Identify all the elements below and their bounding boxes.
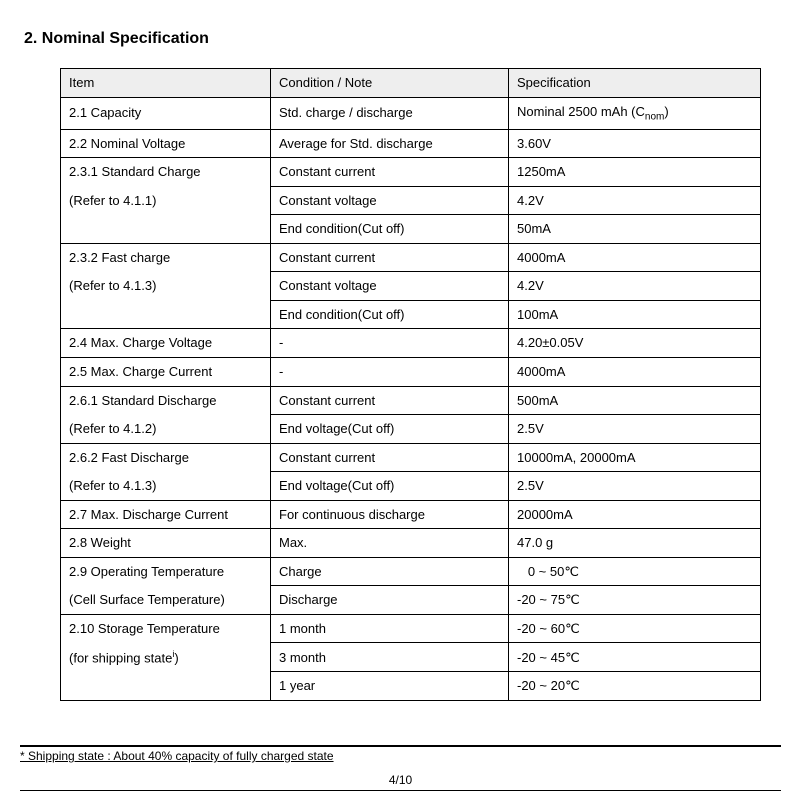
cell-spec: 0 ~ 50℃ (509, 557, 761, 586)
table-row: (for shipping statei)3 month-20 ~ 45℃ (61, 643, 761, 672)
cell-item (61, 672, 271, 701)
cell-spec: 1250mA (509, 158, 761, 187)
cell-spec: 2.5V (509, 472, 761, 501)
table-row: 2.2 Nominal VoltageAverage for Std. disc… (61, 129, 761, 158)
cell-spec: -20 ~ 45℃ (509, 643, 761, 672)
cell-spec: 100mA (509, 300, 761, 329)
cell-condition: For continuous discharge (271, 500, 509, 529)
table-row: (Refer to 4.1.1)Constant voltage4.2V (61, 186, 761, 215)
table-row: (Cell Surface Temperature)Discharge-20 ~… (61, 586, 761, 615)
table-row: 2.3.2 Fast chargeConstant current4000mA (61, 243, 761, 272)
cell-item: 2.5 Max. Charge Current (61, 358, 271, 387)
cell-spec: 20000mA (509, 500, 761, 529)
spec-table: ItemCondition / NoteSpecification2.1 Cap… (60, 68, 761, 701)
cell-item: 2.10 Storage Temperature (61, 614, 271, 643)
cell-item: 2.3.1 Standard Charge (61, 158, 271, 187)
cell-condition: 1 month (271, 614, 509, 643)
cell-spec: Nominal 2500 mAh (Cnom) (509, 97, 761, 129)
cell-condition: End voltage(Cut off) (271, 472, 509, 501)
cell-condition: Discharge (271, 586, 509, 615)
cell-condition: Constant voltage (271, 186, 509, 215)
page-number: 4/10 (0, 773, 801, 787)
cell-condition: Max. (271, 529, 509, 558)
table-header-item: Item (61, 69, 271, 98)
table-row: 2.10 Storage Temperature1 month-20 ~ 60℃ (61, 614, 761, 643)
cell-condition: Constant current (271, 443, 509, 472)
table-row: 2.6.2 Fast DischargeConstant current1000… (61, 443, 761, 472)
cell-spec: 2.5V (509, 415, 761, 444)
cell-spec: 500mA (509, 386, 761, 415)
cell-item: 2.1 Capacity (61, 97, 271, 129)
cell-spec: 4000mA (509, 243, 761, 272)
table-row: End condition(Cut off)100mA (61, 300, 761, 329)
cell-item: (Refer to 4.1.1) (61, 186, 271, 215)
table-row: 2.1 CapacityStd. charge / dischargeNomin… (61, 97, 761, 129)
table-row: 2.5 Max. Charge Current-4000mA (61, 358, 761, 387)
cell-spec: -20 ~ 60℃ (509, 614, 761, 643)
cell-item: 2.3.2 Fast charge (61, 243, 271, 272)
table-row: 2.7 Max. Discharge CurrentFor continuous… (61, 500, 761, 529)
cell-condition: Constant voltage (271, 272, 509, 301)
cell-spec: 4000mA (509, 358, 761, 387)
cell-spec: -20 ~ 20℃ (509, 672, 761, 701)
cell-item: 2.8 Weight (61, 529, 271, 558)
spec-table-container: ItemCondition / NoteSpecification2.1 Cap… (60, 68, 761, 701)
cell-item: (for shipping statei) (61, 643, 271, 672)
cell-condition: End condition(Cut off) (271, 215, 509, 244)
table-header-row: ItemCondition / NoteSpecification (61, 69, 761, 98)
cell-condition: - (271, 358, 509, 387)
footnote-text: * Shipping state : About 40% capacity of… (20, 747, 781, 763)
cell-item (61, 215, 271, 244)
cell-spec: 50mA (509, 215, 761, 244)
cell-spec: -20 ~ 75℃ (509, 586, 761, 615)
table-row: 2.6.1 Standard DischargeConstant current… (61, 386, 761, 415)
table-header-condition: Condition / Note (271, 69, 509, 98)
cell-item: 2.4 Max. Charge Voltage (61, 329, 271, 358)
cell-item (61, 300, 271, 329)
cell-condition: Charge (271, 557, 509, 586)
table-header-spec: Specification (509, 69, 761, 98)
table-row: 2.3.1 Standard ChargeConstant current125… (61, 158, 761, 187)
table-row: 2.4 Max. Charge Voltage-4.20±0.05V (61, 329, 761, 358)
table-row: 2.9 Operating TemperatureCharge 0 ~ 50℃ (61, 557, 761, 586)
cell-condition: - (271, 329, 509, 358)
cell-spec: 4.20±0.05V (509, 329, 761, 358)
section-title: 2. Nominal Specification (24, 30, 781, 48)
cell-spec: 4.2V (509, 186, 761, 215)
cell-condition: End condition(Cut off) (271, 300, 509, 329)
cell-item: 2.2 Nominal Voltage (61, 129, 271, 158)
table-row: 2.8 WeightMax.47.0 g (61, 529, 761, 558)
cell-spec: 47.0 g (509, 529, 761, 558)
cell-item: (Refer to 4.1.2) (61, 415, 271, 444)
page-bottom-rule (20, 790, 781, 791)
cell-spec: 3.60V (509, 129, 761, 158)
table-row: (Refer to 4.1.3)Constant voltage4.2V (61, 272, 761, 301)
cell-condition: Average for Std. discharge (271, 129, 509, 158)
cell-spec: 10000mA, 20000mA (509, 443, 761, 472)
table-row: (Refer to 4.1.3)End voltage(Cut off)2.5V (61, 472, 761, 501)
cell-condition: 3 month (271, 643, 509, 672)
cell-condition: 1 year (271, 672, 509, 701)
cell-condition: Constant current (271, 243, 509, 272)
cell-item: 2.7 Max. Discharge Current (61, 500, 271, 529)
cell-item: (Refer to 4.1.3) (61, 272, 271, 301)
cell-item: 2.6.1 Standard Discharge (61, 386, 271, 415)
cell-item: 2.6.2 Fast Discharge (61, 443, 271, 472)
cell-item: (Refer to 4.1.3) (61, 472, 271, 501)
cell-condition: Constant current (271, 158, 509, 187)
table-row: (Refer to 4.1.2)End voltage(Cut off)2.5V (61, 415, 761, 444)
cell-condition: End voltage(Cut off) (271, 415, 509, 444)
cell-condition: Constant current (271, 386, 509, 415)
document-page: 2. Nominal Specification ItemCondition /… (0, 0, 801, 801)
cell-item: 2.9 Operating Temperature (61, 557, 271, 586)
cell-item: (Cell Surface Temperature) (61, 586, 271, 615)
cell-spec: 4.2V (509, 272, 761, 301)
table-row: End condition(Cut off)50mA (61, 215, 761, 244)
table-row: 1 year-20 ~ 20℃ (61, 672, 761, 701)
footnote-block: * Shipping state : About 40% capacity of… (20, 745, 781, 763)
cell-condition: Std. charge / discharge (271, 97, 509, 129)
